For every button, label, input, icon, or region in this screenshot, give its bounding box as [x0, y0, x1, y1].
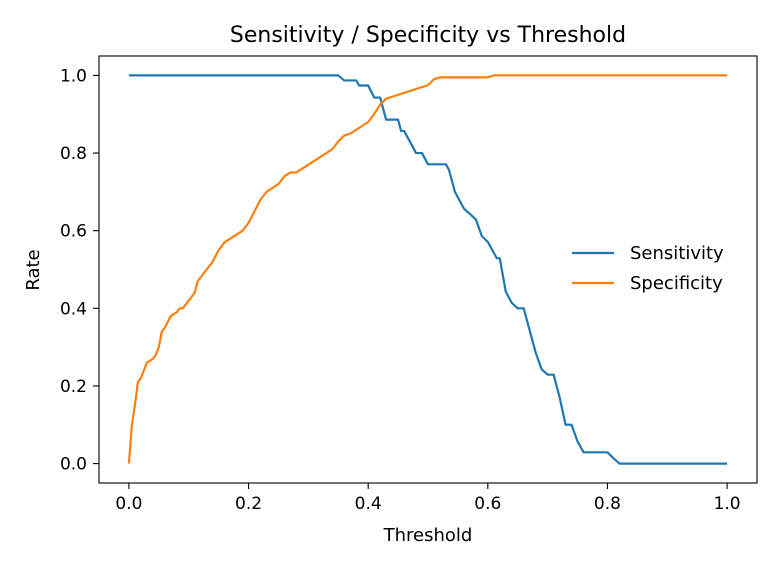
y-tick-label: 0.6: [60, 222, 87, 242]
y-tick-label: 0.2: [60, 377, 87, 397]
x-tick-label: 0.6: [474, 494, 501, 514]
x-tick-label: 0.4: [355, 494, 382, 514]
y-tick-label: 0.0: [60, 455, 87, 475]
y-tick-label: 1.0: [60, 66, 87, 86]
legend-label: Specificity: [630, 273, 723, 294]
legend: Sensitivity Specificity: [572, 243, 724, 294]
x-tick-label: 0.8: [594, 494, 621, 514]
x-axis-label: Threshold: [383, 525, 473, 546]
plot-area: 0.0 0.2 0.4 0.6 0.8 1.0 0.0 0.2 0.4 0.6 0.8 1.0: [60, 55, 758, 514]
x-tick-label: 1.0: [714, 494, 741, 514]
x-tick-label: 0.0: [115, 494, 142, 514]
y-axis-label: Rate: [23, 249, 44, 290]
series-line-specificity: [127, 74, 728, 464]
plot-frame: [98, 55, 758, 484]
y-tick-label: 0.8: [60, 144, 87, 164]
legend-label: Sensitivity: [630, 243, 724, 264]
series-line-sensitivity: [128, 74, 728, 465]
x-tick-label: 0.2: [235, 494, 262, 514]
chart-title: Sensitivity / Specificity vs Threshold: [230, 23, 626, 48]
y-tick-label: 0.4: [60, 299, 87, 319]
